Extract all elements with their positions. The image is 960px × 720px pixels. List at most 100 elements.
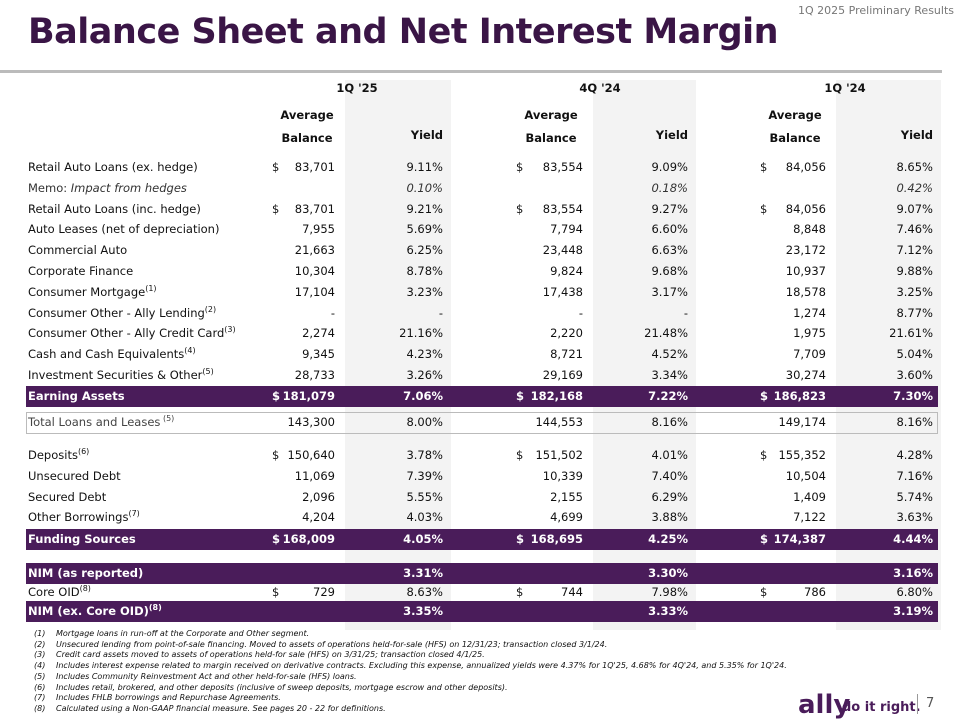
yield: 4.44%: [893, 532, 933, 546]
currency: $: [272, 160, 280, 174]
balance: 9,345: [302, 347, 335, 362]
balance: 186,823: [773, 389, 826, 403]
balance: 168,695: [530, 532, 583, 546]
balance: 10,304: [294, 264, 335, 278]
balance: 2,155: [550, 489, 583, 504]
balance: 786: [804, 585, 826, 599]
yield: 8.77%: [896, 305, 933, 320]
yield: 7.98%: [651, 585, 688, 599]
label-text: Consumer Mortgage: [28, 284, 146, 299]
label-text: Consumer Other - Ally Lending: [28, 305, 205, 320]
label-text: Other Borrowings: [28, 510, 129, 525]
balance: 10,339: [542, 468, 583, 483]
balance: 2,096: [302, 489, 335, 504]
balance: 83,554: [542, 201, 583, 216]
band: [26, 601, 938, 622]
yield: 4.01%: [651, 448, 688, 462]
balance: 17,104: [294, 284, 335, 299]
yield: 9.88%: [896, 264, 933, 278]
row-label: Earning Assets: [28, 389, 125, 403]
yield: 6.80%: [896, 585, 933, 599]
footnote-text: Includes FHLB borrowings and Repurchase …: [56, 693, 281, 703]
yield: 21.61%: [889, 326, 933, 341]
yield: 9.68%: [651, 264, 688, 278]
yield: 0.42%: [896, 180, 933, 195]
yield: 21.48%: [644, 326, 688, 341]
balance: 23,172: [785, 243, 826, 258]
title-rule: [0, 70, 942, 73]
balance: 23,448: [542, 243, 583, 258]
balance: 7,955: [302, 222, 335, 237]
balance: 30,274: [785, 368, 826, 382]
yield: 6.25%: [406, 243, 443, 258]
yield: 3.26%: [406, 368, 443, 382]
balance: 28,733: [294, 368, 335, 382]
balance: 83,554: [542, 160, 583, 174]
yield: 3.78%: [406, 448, 443, 462]
label-text: Funding Sources: [28, 532, 136, 546]
yield-header: Yield: [410, 128, 443, 142]
yield: 9.27%: [651, 201, 688, 216]
yield: 3.25%: [896, 284, 933, 299]
currency: $: [516, 160, 524, 174]
average-header: Average: [280, 108, 334, 122]
currency: $: [760, 389, 769, 403]
row-label: NIM (as reported): [28, 566, 143, 580]
row-label: Corporate Finance: [28, 264, 133, 278]
row-label: Consumer Other - Ally Lending(2): [28, 304, 217, 320]
note-ref: (6): [77, 447, 90, 457]
balance: 21,663: [294, 243, 335, 258]
label-text: Deposits: [28, 448, 78, 462]
note-ref: (1): [145, 283, 157, 293]
yield: 5.74%: [896, 489, 933, 504]
band: [26, 386, 938, 407]
footnote-text: Mortgage loans in run-off at the Corpora…: [56, 629, 310, 638]
yield: 4.25%: [648, 532, 688, 546]
footnote-number: (8): [34, 703, 46, 713]
footnote-number: (6): [34, 682, 46, 692]
yield: 4.23%: [406, 347, 443, 362]
balance: 729: [313, 585, 335, 599]
currency: $: [516, 389, 525, 403]
yield: 3.35%: [403, 604, 443, 618]
note-ref: (2): [204, 304, 217, 314]
yield: 3.19%: [893, 604, 933, 618]
label-text: Unsecured Debt: [28, 468, 121, 483]
period-header: 1Q '24: [824, 81, 866, 95]
yield: 3.31%: [403, 566, 443, 580]
currency: $: [516, 448, 524, 462]
balance-header: Balance: [525, 131, 577, 145]
note-ref: (4): [184, 346, 196, 356]
balance: 7,122: [793, 510, 826, 525]
balance: 182,168: [530, 389, 583, 403]
yield: 6.29%: [651, 489, 688, 504]
label-text: Auto Leases (net of depreciation): [28, 222, 220, 237]
balance: 10,937: [785, 264, 826, 278]
balance: 84,056: [785, 160, 826, 174]
footnote-number: (7): [34, 693, 46, 703]
row-label: Core OID(8): [28, 585, 91, 599]
yield: 3.17%: [651, 284, 688, 299]
balance: 168,009: [282, 532, 335, 546]
yield: 6.60%: [651, 222, 688, 237]
yield: 3.88%: [651, 510, 688, 525]
balance: 4,204: [302, 510, 335, 525]
balance: 9,824: [550, 264, 583, 278]
row-label: Auto Leases (net of depreciation): [28, 222, 219, 236]
yield: 5.04%: [896, 347, 933, 362]
row-label: Unsecured Debt: [28, 469, 121, 483]
row-label: Memo: Impact from hedges: [28, 181, 187, 195]
currency: $: [516, 585, 524, 599]
balance: 149,174: [778, 415, 826, 429]
yield: 3.16%: [893, 566, 933, 580]
balance: 1,274: [793, 305, 826, 320]
currency: $: [760, 532, 769, 546]
currency: $: [272, 532, 281, 546]
balance-header: Balance: [769, 131, 821, 145]
currency: $: [516, 532, 525, 546]
balance: 8,721: [550, 347, 583, 362]
yield: 8.16%: [896, 415, 933, 429]
label-text: Total Loans and Leases: [28, 415, 161, 429]
average-header: Average: [768, 108, 822, 122]
yield: 7.46%: [896, 222, 933, 237]
